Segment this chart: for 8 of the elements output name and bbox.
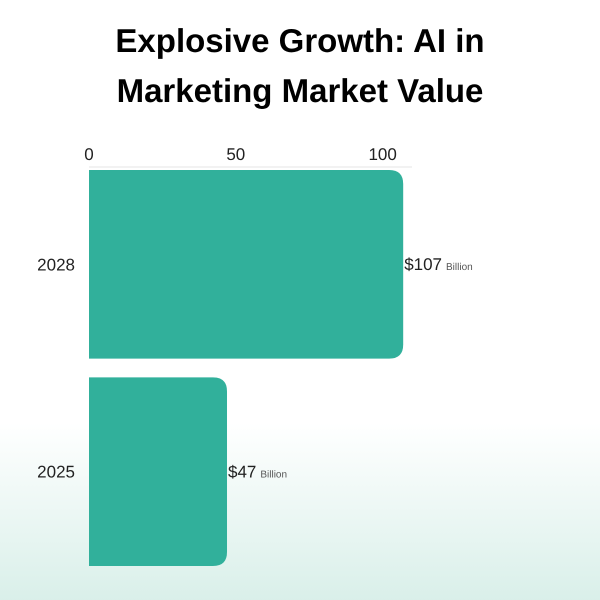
chart-title: Explosive Growth: AI in Marketing Market Value [115,22,485,109]
x-tick-label: 100 [368,145,397,164]
x-tick-label: 50 [226,145,246,164]
data-label: $47 Billion [228,462,288,482]
y-tick-label: 2028 [37,255,75,274]
x-tick-label: 0 [84,145,94,164]
data-label: $107 Billion [404,254,473,274]
y-tick-label: 2025 [37,462,75,482]
